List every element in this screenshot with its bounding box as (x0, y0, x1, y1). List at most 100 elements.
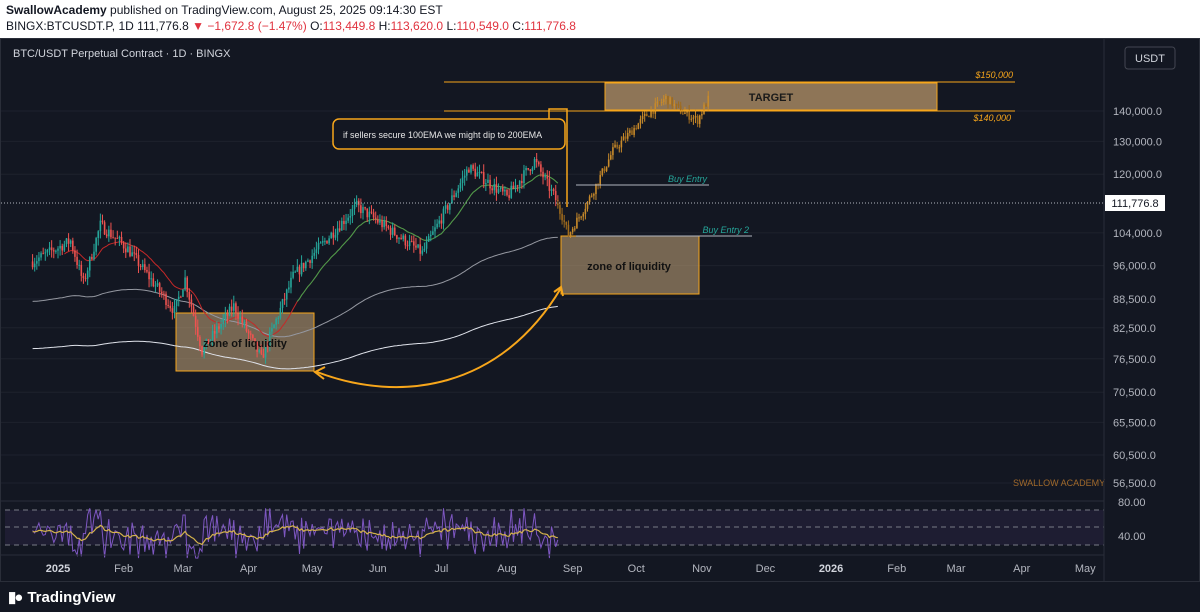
level-140k-label: $140,000 (972, 113, 1011, 123)
candle-body (516, 185, 519, 187)
projection-candle-body (586, 201, 589, 209)
projection-candle-body (584, 208, 587, 214)
candle-body (256, 341, 258, 352)
candle-body (349, 216, 352, 218)
candle-body (46, 249, 49, 253)
candle-body (300, 262, 303, 275)
candle-body (449, 203, 451, 210)
moving-averages (32, 174, 559, 370)
candle-body (364, 207, 366, 209)
candle-body (324, 240, 326, 242)
projection-candle-body (593, 194, 595, 196)
candle-body (510, 185, 513, 198)
candle-body (36, 261, 38, 264)
projection-candle-body (686, 110, 688, 113)
candle-body (220, 323, 222, 329)
projection-candle-body (609, 155, 612, 160)
projection-candle-body (673, 103, 676, 107)
candle-body (116, 238, 119, 240)
candle-body (453, 195, 455, 197)
tradingview-logo[interactable]: ▮● TradingView (8, 588, 115, 607)
candle-body (540, 164, 542, 172)
price-chart[interactable]: if sellers secure 100EMA we might dip to… (1, 39, 1200, 583)
candle-body (188, 291, 191, 300)
time-axis-label: Jun (369, 563, 387, 575)
candle-body (61, 245, 64, 251)
candle-body (548, 178, 551, 191)
projection-candle-body (618, 147, 621, 149)
candle-body (317, 243, 320, 250)
candle-body (457, 188, 460, 193)
chart-panel[interactable]: if sellers secure 100EMA we might dip to… (0, 38, 1200, 583)
candle-body (279, 307, 282, 318)
candle-body (506, 189, 508, 196)
time-axis-label: Apr (240, 563, 257, 575)
footer: ▮● TradingView (0, 582, 1200, 612)
candle-body (182, 289, 184, 297)
candle-body (480, 171, 483, 173)
time-axis[interactable]: 2025 Feb Mar Apr May Jun Jul Aug Sep Oct Nov Dec 202… (46, 563, 1096, 575)
price-axis-label: 130,000.0 (1113, 136, 1162, 148)
candle-body (389, 228, 392, 235)
projection-candle-body (624, 136, 627, 139)
candle-body (463, 175, 466, 178)
zone-left-label: zone of liquidity (203, 338, 288, 350)
level-150k-label: $150,000 (974, 70, 1013, 80)
candle-body (184, 277, 186, 290)
candle-body (309, 260, 311, 264)
candle-body (485, 183, 487, 185)
projection-candle-body (648, 116, 650, 118)
candle-body (57, 248, 59, 251)
candle-body (305, 261, 307, 269)
projection-candle-body (629, 130, 631, 133)
candle-body (40, 253, 42, 258)
currency-button-label[interactable]: USDT (1135, 53, 1165, 65)
candle-body (393, 227, 396, 236)
candle-body (474, 168, 477, 177)
candle-body (211, 331, 214, 340)
time-axis-label: 2025 (46, 563, 70, 575)
candle-body (292, 271, 294, 278)
published-text: published on TradingView.com, August 25,… (106, 3, 443, 17)
candle-body (504, 189, 506, 192)
projection-candle-body (626, 132, 629, 139)
candle-body (491, 188, 493, 191)
projection-candle-body (573, 228, 576, 230)
candle-body (425, 241, 428, 249)
ema-200-line (32, 305, 558, 370)
rsi-ma-line (32, 524, 558, 546)
price-tag-bg (1105, 195, 1165, 211)
candle-body (398, 237, 400, 239)
candle-body (118, 237, 121, 239)
level-lines (1, 81, 1104, 237)
projection-candle-body (597, 183, 599, 185)
symbol-label: BINGX:BTCUSDT.P, 1D (6, 19, 134, 33)
candle-body (438, 220, 441, 224)
candle-body (135, 252, 138, 256)
candle-body (544, 176, 546, 178)
candle-body (546, 176, 549, 179)
time-axis-label: May (302, 563, 323, 575)
candle-body (237, 313, 239, 319)
candle-body (254, 338, 256, 342)
price-axis[interactable]: 140,000.0 130,000.0 120,000.0 104,000.0 96,0… (1113, 106, 1162, 490)
candle-body (379, 220, 381, 223)
candle-body (413, 241, 415, 246)
candle-body (461, 177, 464, 183)
candle-body (173, 306, 176, 313)
projection-candle-body (637, 123, 640, 130)
projection-candle-body (616, 144, 618, 148)
candle-body (52, 250, 55, 252)
chart-title: BTC/USDT Perpetual Contract · 1D · BINGX (13, 48, 231, 60)
currency-button[interactable] (1124, 46, 1176, 70)
candle-body (351, 208, 354, 217)
candle-body (163, 293, 165, 295)
candle-body (141, 264, 144, 267)
candle-body (258, 350, 261, 352)
rsi-axis-label: 40.00 (1118, 531, 1146, 543)
projection-candle-body (671, 97, 674, 107)
author-name[interactable]: SwallowAcademy (6, 3, 107, 17)
candle-body (148, 271, 150, 280)
candle-body (330, 232, 333, 239)
callout-text: if sellers secure 100EMA we might dip to… (343, 130, 542, 140)
